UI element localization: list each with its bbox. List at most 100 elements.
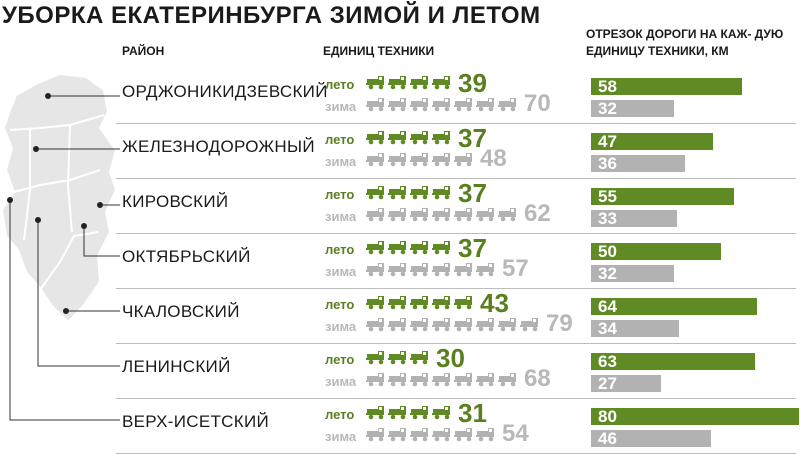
winter-road-bar	[591, 430, 711, 447]
district-name: ЖЕЛЕЗНОДОРОЖНЫЙ	[122, 137, 315, 156]
vehicle-icon	[388, 131, 406, 145]
summer-road-bar	[591, 298, 757, 315]
district-row: ЖЕЛЕЗНОДОРОЖНЫЙ лето зима 37 47 48 36	[0, 124, 800, 179]
winter-label: зима	[325, 429, 357, 444]
district-name: ОКТЯБРЬСКИЙ	[122, 247, 251, 266]
winter-road-value: 34	[598, 319, 617, 338]
vehicle-icon	[432, 373, 450, 387]
summer-road-value: 64	[598, 297, 617, 316]
district-name: ОРДЖОНИКИДЗЕВСКИЙ	[122, 82, 328, 101]
winter-road-value: 46	[598, 429, 617, 448]
vehicle-icon	[432, 241, 450, 255]
vehicle-icon	[366, 208, 384, 222]
vehicle-icon	[454, 318, 472, 332]
winter-road-value: 27	[598, 374, 617, 393]
winter-label: зима	[325, 319, 357, 334]
vehicle-icon	[432, 296, 450, 310]
vehicle-icon	[498, 208, 516, 222]
vehicle-icon	[388, 98, 406, 112]
summer-label: лето	[325, 77, 355, 92]
vehicle-icon	[432, 318, 450, 332]
vehicle-icon	[454, 296, 472, 310]
vehicle-icon	[366, 98, 384, 112]
summer-road-bar	[591, 243, 721, 260]
summer-unit-count: 43	[480, 288, 509, 318]
vehicle-icon	[388, 373, 406, 387]
winter-label: зима	[325, 209, 357, 224]
vehicle-icon	[432, 186, 450, 200]
summer-unit-count: 30	[436, 343, 465, 373]
vehicle-icon	[366, 373, 384, 387]
district-name: КИРОВСКИЙ	[122, 192, 229, 211]
district-borders	[9, 114, 105, 291]
winter-road-bar	[591, 320, 679, 337]
vehicle-icon	[410, 153, 428, 167]
vehicle-icon	[410, 351, 428, 365]
vehicle-icon	[498, 98, 516, 112]
winter-road-value: 32	[598, 99, 617, 118]
vehicle-icon	[410, 318, 428, 332]
vehicle-icon	[432, 98, 450, 112]
summer-road-bar	[591, 133, 713, 150]
summer-road-bar	[591, 353, 755, 370]
winter-road-value: 36	[598, 154, 617, 173]
winter-road-bar	[591, 100, 674, 117]
vehicle-icon	[410, 131, 428, 145]
winter-unit-count: 70	[524, 90, 551, 117]
district-row: ЛЕНИНСКИЙ лето зима 30 63 68 27	[0, 344, 800, 399]
vehicle-icon	[366, 351, 384, 365]
vehicle-icon	[498, 318, 516, 332]
page-title: УБОРКА ЕКАТЕРИНБУРГА ЗИМОЙ И ЛЕТОМ	[2, 2, 541, 29]
vehicle-icon	[476, 263, 494, 277]
summer-road-bar	[591, 188, 734, 205]
winter-label: зима	[325, 264, 357, 279]
summer-road-bar	[591, 78, 742, 95]
winter-road-bar	[591, 210, 677, 227]
vehicle-icon	[388, 351, 406, 365]
district-row: ОКТЯБРЬСКИЙ лето зима 37 50 57 32	[0, 234, 800, 289]
vehicle-icon	[388, 241, 406, 255]
winter-label: зима	[325, 99, 357, 114]
summer-unit-count: 37	[458, 178, 487, 208]
summer-unit-count: 37	[458, 123, 487, 153]
district-row: ОРДЖОНИКИДЗЕВСКИЙ лето зима 39 58 70 32	[0, 69, 800, 124]
vehicle-icon	[476, 208, 494, 222]
vehicle-icon	[366, 263, 384, 277]
summer-label: лето	[325, 187, 355, 202]
vehicle-icon	[366, 131, 384, 145]
summer-unit-count: 39	[458, 68, 487, 98]
vehicle-icon	[410, 373, 428, 387]
summer-road-value: 80	[598, 407, 617, 426]
vehicle-icon	[388, 76, 406, 90]
winter-road-bar	[591, 155, 685, 172]
vehicle-icon	[454, 208, 472, 222]
district-name: ЛЕНИНСКИЙ	[122, 357, 231, 376]
leader-lines	[9, 95, 120, 421]
vehicle-icon	[410, 263, 428, 277]
vehicle-icon	[432, 153, 450, 167]
vehicle-icon	[454, 263, 472, 277]
vehicle-icon	[454, 428, 472, 442]
vehicle-icon	[432, 406, 450, 420]
vehicle-icon	[432, 76, 450, 90]
vehicle-icon	[366, 76, 384, 90]
winter-unit-count: 79	[546, 310, 573, 337]
vehicle-icon	[498, 373, 516, 387]
summer-label: лето	[325, 242, 355, 257]
vehicle-icon	[476, 318, 494, 332]
row-divider	[116, 398, 796, 399]
vehicle-icon	[432, 263, 450, 277]
summer-label: лето	[325, 407, 355, 422]
summer-road-value: 63	[598, 352, 617, 371]
vehicle-icon	[366, 318, 384, 332]
summer-label: лето	[325, 297, 355, 312]
vehicle-icon	[432, 428, 450, 442]
winter-unit-count: 62	[524, 200, 551, 227]
vehicle-icon	[476, 428, 494, 442]
summer-label: лето	[325, 132, 355, 147]
summer-label: лето	[325, 352, 355, 367]
vehicle-icon	[388, 428, 406, 442]
vehicle-icon	[388, 263, 406, 277]
vehicle-icon	[366, 428, 384, 442]
